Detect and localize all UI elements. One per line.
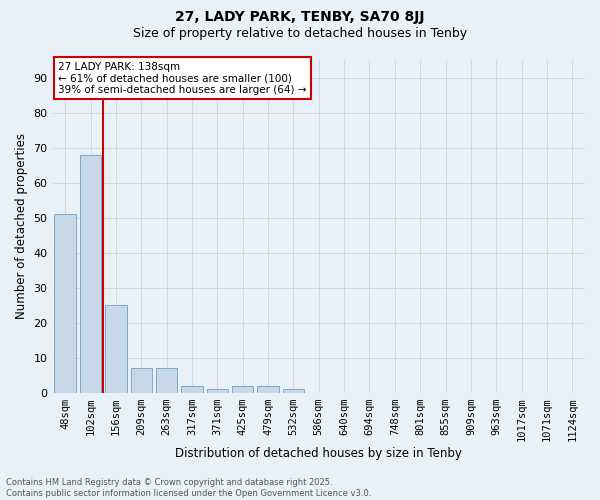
Y-axis label: Number of detached properties: Number of detached properties bbox=[15, 134, 28, 320]
Bar bbox=[181, 386, 203, 393]
Bar bbox=[55, 214, 76, 393]
Bar bbox=[105, 305, 127, 393]
Bar bbox=[206, 390, 228, 393]
Bar bbox=[257, 386, 279, 393]
Text: 27 LADY PARK: 138sqm
← 61% of detached houses are smaller (100)
39% of semi-deta: 27 LADY PARK: 138sqm ← 61% of detached h… bbox=[58, 62, 307, 95]
Bar bbox=[156, 368, 178, 393]
Bar bbox=[232, 386, 253, 393]
Bar bbox=[283, 390, 304, 393]
Bar bbox=[131, 368, 152, 393]
X-axis label: Distribution of detached houses by size in Tenby: Distribution of detached houses by size … bbox=[175, 447, 462, 460]
Bar bbox=[80, 154, 101, 393]
Text: 27, LADY PARK, TENBY, SA70 8JJ: 27, LADY PARK, TENBY, SA70 8JJ bbox=[175, 10, 425, 24]
Text: Size of property relative to detached houses in Tenby: Size of property relative to detached ho… bbox=[133, 28, 467, 40]
Text: Contains HM Land Registry data © Crown copyright and database right 2025.
Contai: Contains HM Land Registry data © Crown c… bbox=[6, 478, 371, 498]
